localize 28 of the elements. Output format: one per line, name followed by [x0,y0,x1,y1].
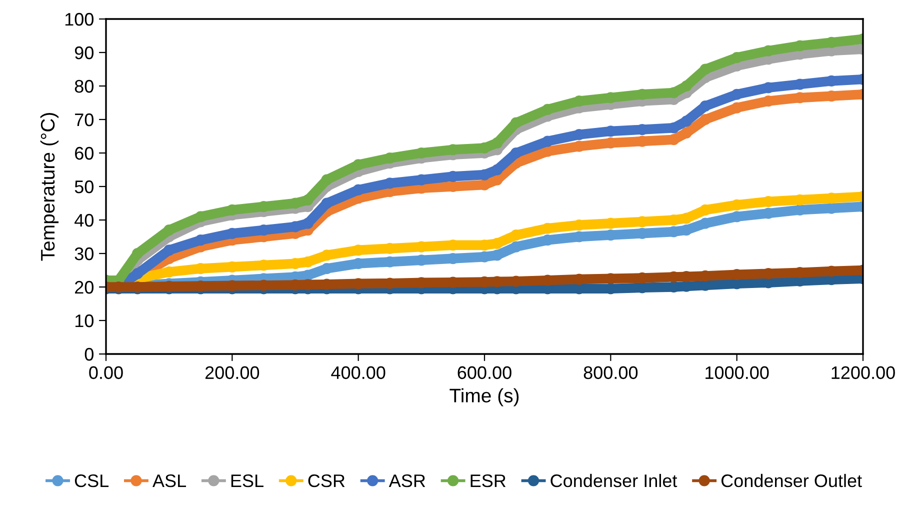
x-tick-label: 800.00 [584,366,638,380]
legend-label: Condenser Outlet [721,474,862,488]
legend-label: CSL [74,474,109,488]
x-axis-title: Time (s) [450,388,519,406]
y-tick-label: 20 [75,280,94,294]
x-tick-label: 400.00 [331,366,386,380]
y-tick-label: 70 [75,113,94,126]
y-tick-label: 30 [74,247,94,260]
y-tick-label: 40 [74,214,94,227]
y-tick-label: 0 [84,348,94,361]
y-tick-label: 60 [75,146,94,160]
y-axis-title: Temperature (°C) [40,113,59,261]
x-tick-label: 200.00 [205,366,260,380]
legend-label: ASR [388,474,426,488]
x-tick-label: 1000.00 [706,366,769,380]
y-tick-label: 90 [74,46,94,60]
x-tick-label: 600.00 [458,366,512,380]
legend-label: ESR [470,474,506,488]
y-tick-label: 50 [74,180,94,194]
legend-label: CSR [308,474,345,488]
legend-label: Condenser Inlet [550,474,678,488]
y-tick-label: 80 [74,80,94,93]
x-tick-label: 0.00 [89,366,123,380]
y-tick-label: 100 [65,12,94,26]
x-tick-label: 1200.00 [832,366,895,380]
legend-label: ESL [231,474,264,488]
y-tick-label: 10 [75,314,94,328]
legend-label: ASL [152,474,186,488]
